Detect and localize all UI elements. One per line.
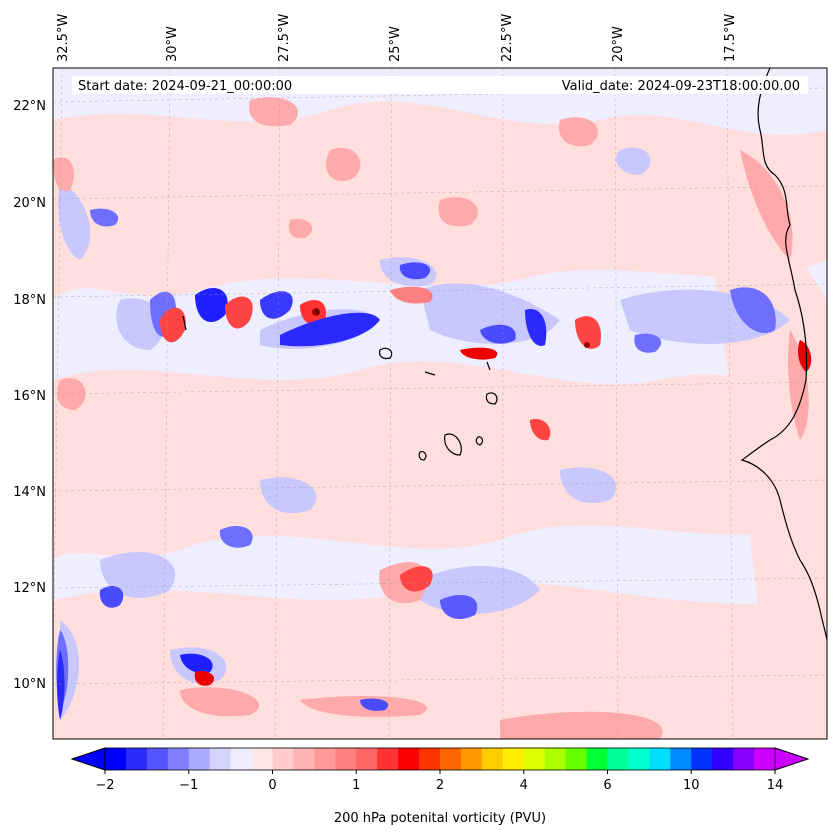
graticule (53, 68, 827, 739)
colorbar-tick-label: 2 (436, 778, 444, 793)
lon-label: 30°W (165, 26, 180, 62)
colorbar-cell (607, 748, 630, 770)
start-date: Start date: 2024-09-21_00:00:00 (78, 79, 292, 94)
header-banner (72, 76, 808, 94)
pv-field-mid-positive (53, 97, 809, 739)
colorbar-cell (251, 748, 274, 770)
colorbar-cell (565, 748, 588, 770)
colorbar: −2 −1 0 1 2 4 6 10 14 200 hPa potenital vorticit… (70, 747, 810, 826)
colorbar-cell (481, 748, 504, 770)
madeira-islets (182, 308, 319, 331)
colorbar-cell (230, 748, 253, 770)
colorbar-cell (209, 748, 232, 770)
latitude-labels: 22°N 20°N 18°N 16°N 14°N 12°N 10°N (13, 99, 46, 692)
colorbar-tick-label: 14 (767, 778, 784, 793)
pv-jet-band (56, 208, 812, 720)
colorbar-cell (146, 748, 169, 770)
colorbar-cell (754, 748, 776, 770)
colorbar-cell (691, 748, 713, 770)
map-panel (53, 68, 827, 739)
colorbar-cell (398, 748, 420, 770)
colorbar-tick-label: −2 (95, 778, 114, 793)
colorbar-cell (712, 748, 734, 770)
colorbar-max-arrow (774, 747, 810, 771)
colorbar-cell (272, 748, 295, 770)
longitude-labels: 32.5°W 30°W 27.5°W 25°W 22.5°W 20°W 17.5… (56, 14, 738, 62)
colorbar-cell (188, 748, 211, 770)
lon-label: 17.5°W (723, 14, 738, 62)
colorbar-min-arrow (70, 747, 106, 771)
colorbar-cell (335, 748, 357, 770)
colorbar-cell (523, 748, 546, 770)
colorbar-label: 200 hPa potenital vorticity (PVU) (334, 811, 546, 826)
map-frame (52, 67, 828, 740)
lon-label: 22.5°W (500, 14, 515, 62)
lon-label: 32.5°W (56, 14, 71, 62)
colorbar-cell (586, 748, 609, 770)
lat-label: 22°N (13, 99, 46, 114)
colorbar-tick-label: −1 (179, 778, 198, 793)
colorbar-cell (377, 748, 399, 770)
colorbar-cell (167, 748, 190, 770)
lat-label: 12°N (13, 581, 46, 596)
colorbar-tick-label: 6 (603, 778, 611, 793)
colorbar-tick-label: 10 (683, 778, 700, 793)
lon-label: 20°W (611, 26, 626, 62)
colorbar-tick-label: 1 (352, 778, 360, 793)
colorbar-cell (649, 748, 671, 770)
colorbar-cell (733, 748, 755, 770)
lat-label: 18°N (13, 293, 46, 308)
colorbar-cell (105, 748, 127, 770)
coastlines (182, 68, 827, 641)
valid-date: Valid_date: 2024-09-23T18:00:00.00 (562, 79, 800, 94)
colorbar-cell (460, 748, 483, 770)
africa-coastline (740, 68, 827, 641)
colorbar-cell (440, 748, 462, 770)
cape-verde-islands (378, 347, 498, 461)
colorbar-cell (502, 748, 525, 770)
colorbar-tick-label: 4 (520, 778, 528, 793)
colorbar-cell (314, 748, 336, 770)
lon-label: 27.5°W (277, 14, 292, 62)
colorbar-cell (670, 748, 692, 770)
lat-label: 14°N (13, 485, 46, 500)
colorbar-cell (628, 748, 650, 770)
colorbar-cell (356, 748, 378, 770)
colorbar-cell (293, 748, 315, 770)
colorbar-cell (419, 748, 441, 770)
lat-label: 16°N (13, 389, 46, 404)
colorbar-cell (544, 748, 567, 770)
colorbar-tick-label: 0 (268, 778, 276, 793)
colorbar-cell (125, 748, 148, 770)
lon-label: 25°W (388, 26, 403, 62)
lat-label: 20°N (13, 196, 46, 211)
lat-label: 10°N (13, 677, 46, 692)
